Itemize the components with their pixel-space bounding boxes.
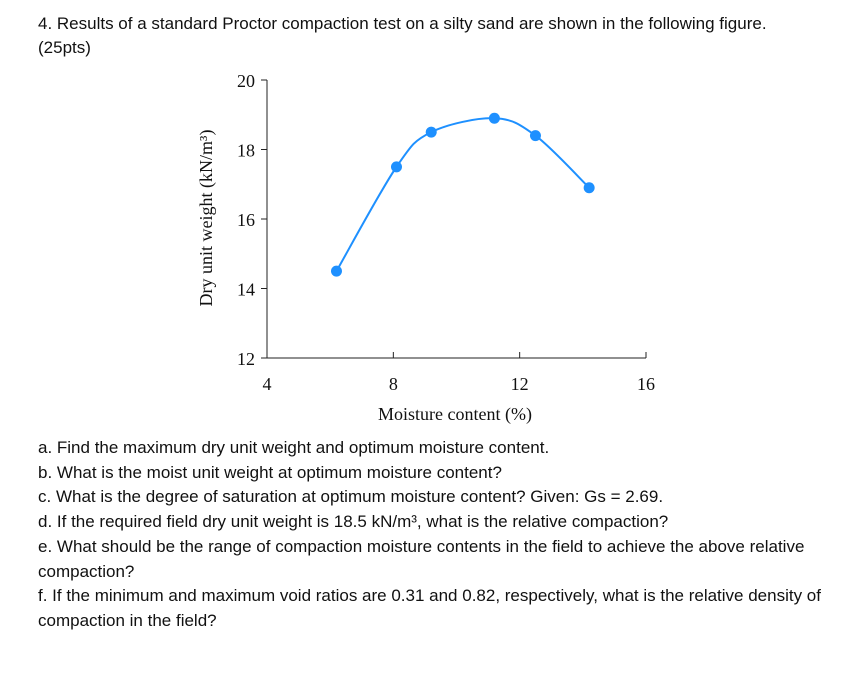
- x-tick-label: 12: [511, 374, 529, 394]
- chart-series: [330, 112, 595, 277]
- y-tick-label: 18: [237, 141, 255, 161]
- data-point: [529, 130, 541, 142]
- chart-axes: [266, 80, 646, 359]
- data-point: [488, 112, 500, 124]
- y-tick-label: 20: [237, 71, 255, 91]
- data-point: [583, 182, 595, 194]
- y-tick-label: 14: [237, 280, 255, 300]
- data-point: [390, 161, 402, 173]
- y-tick-label: 12: [237, 349, 255, 369]
- x-axis-label: Moisture content (%): [378, 404, 532, 425]
- y-axis-label: Dry unit weight (kN/m³): [196, 130, 217, 307]
- y-tick-label: 16: [237, 210, 255, 230]
- question-intro: 4. Results of a standard Proctor compact…: [38, 14, 767, 57]
- part-c: c. What is the degree of saturation at o…: [38, 487, 664, 507]
- data-point: [425, 126, 437, 138]
- part-d: d. If the required field dry unit weight…: [38, 512, 669, 532]
- question-parts: a. Find the maximum dry unit weight and …: [38, 436, 828, 634]
- chart-ticks: 12 14 16 18 20 4 8 12 16: [237, 71, 655, 394]
- series-line: [335, 117, 590, 272]
- part-a: a. Find the maximum dry unit weight and …: [38, 438, 550, 457]
- data-point: [330, 265, 342, 277]
- part-f: f. If the minimum and maximum void ratio…: [38, 586, 821, 630]
- x-tick-label: 4: [263, 374, 272, 394]
- part-b: b. What is the moist unit weight at opti…: [38, 462, 502, 482]
- part-e: e. What should be the range of compactio…: [38, 536, 805, 581]
- x-tick-label: 8: [389, 374, 398, 394]
- x-tick-label: 16: [637, 374, 655, 394]
